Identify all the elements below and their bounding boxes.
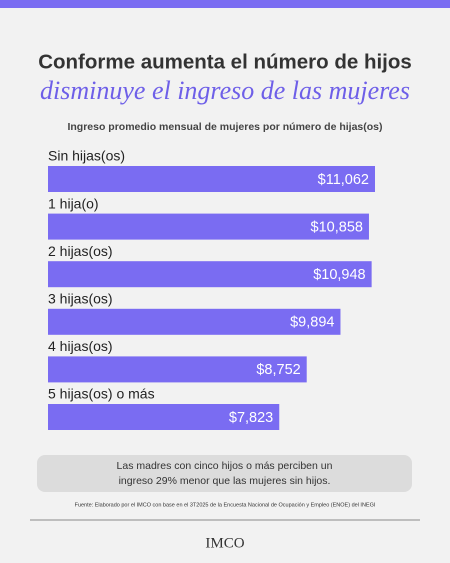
logo: IMCO <box>205 535 244 551</box>
value-label: $8,752 <box>256 362 300 378</box>
category-label: 4 hijas(os) <box>48 338 113 354</box>
category-label: 2 hijas(os) <box>48 243 113 259</box>
value-label: $11,062 <box>318 172 369 188</box>
category-label: 1 hija(o) <box>48 195 99 211</box>
subtitle: disminuye el ingreso de las mujeres <box>40 76 410 105</box>
bar <box>48 404 280 430</box>
top-band <box>0 0 450 8</box>
bar <box>48 213 369 240</box>
bar <box>48 166 375 192</box>
chart-title: Ingreso promedio mensual de mujeres por … <box>67 121 382 133</box>
category-label: 3 hijas(os) <box>48 291 113 307</box>
title: Conforme aumenta el número de hijos <box>38 50 412 73</box>
bar <box>48 261 372 288</box>
value-label: $9,894 <box>290 315 334 331</box>
category-label: 5 hijas(os) o más <box>48 386 155 402</box>
source: Fuente: Elaborado por el IMCO con base e… <box>75 502 376 508</box>
bar <box>48 356 307 383</box>
category-label: Sin hijas(os) <box>48 148 125 164</box>
value-label: $7,823 <box>229 410 273 426</box>
value-label: $10,858 <box>311 219 363 235</box>
bar <box>48 308 341 335</box>
value-label: $10,948 <box>313 267 365 283</box>
note: Las madres con cinco hijos o más percibe… <box>37 455 412 492</box>
